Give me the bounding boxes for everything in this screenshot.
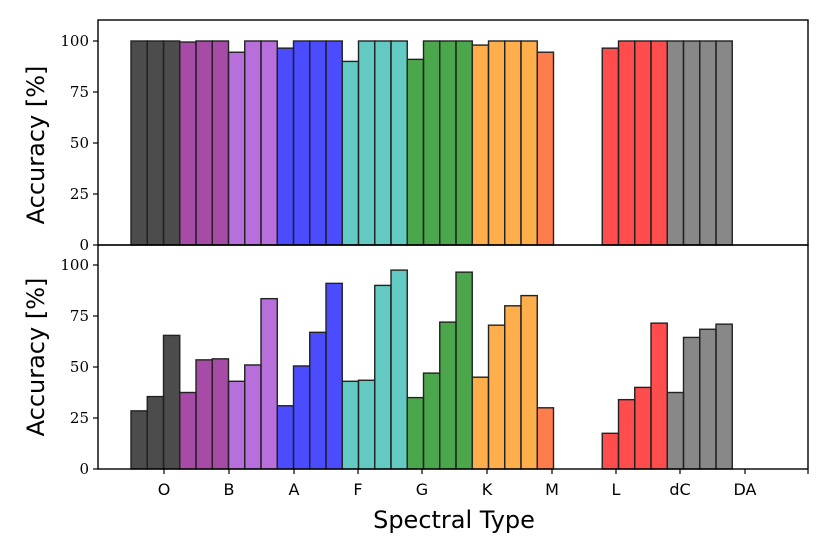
bar-dC-1 bbox=[601, 432, 620, 470]
bar-O-3 bbox=[162, 40, 181, 246]
bar-B-1 bbox=[179, 391, 197, 470]
bar-dC-3 bbox=[634, 386, 652, 470]
bar-DA-2 bbox=[682, 40, 701, 246]
x-tick-label-L: L bbox=[612, 480, 621, 499]
bar-DA-1 bbox=[666, 391, 685, 470]
bar-G-4 bbox=[390, 269, 408, 470]
bar-M-late-1 bbox=[536, 51, 555, 246]
bar-B-3 bbox=[211, 40, 230, 246]
x-tick-label-F: F bbox=[353, 480, 362, 499]
bar-DA-4 bbox=[715, 40, 733, 246]
bar-O-2 bbox=[146, 395, 165, 470]
bar-K-2 bbox=[422, 372, 441, 470]
y-tick-label: 50 bbox=[70, 358, 89, 376]
bar-O-1 bbox=[130, 410, 148, 470]
bar-A-2 bbox=[244, 364, 262, 470]
bar-G-4 bbox=[390, 40, 408, 246]
bar-M-2 bbox=[487, 324, 506, 470]
bar-B-1 bbox=[179, 41, 197, 246]
bar-DA-1 bbox=[666, 40, 685, 246]
bar-O-2 bbox=[146, 40, 165, 246]
bar-A-1 bbox=[227, 380, 246, 470]
bottom-panel: 0 25 50 75 100 bbox=[60, 244, 809, 478]
y-tick-label: 25 bbox=[70, 185, 89, 203]
y-tick-label: 100 bbox=[60, 256, 89, 274]
bar-M-late-1 bbox=[536, 407, 555, 470]
bar-dC-2 bbox=[617, 40, 636, 246]
bar-dC-4 bbox=[650, 40, 668, 246]
y-tick-label: 75 bbox=[70, 83, 89, 101]
bar-O-3 bbox=[162, 334, 181, 470]
bar-F-1 bbox=[276, 405, 295, 470]
bar-K-3 bbox=[439, 321, 457, 470]
bar-M-4 bbox=[520, 40, 538, 246]
bar-M-1 bbox=[471, 376, 490, 470]
bar-G-1 bbox=[341, 60, 360, 246]
bar-dC-3 bbox=[634, 40, 652, 246]
bar-F-4 bbox=[325, 40, 343, 246]
y-tick-label: 50 bbox=[70, 134, 89, 152]
top-panel: 0 25 50 75 100 bbox=[60, 19, 809, 254]
bar-K-2 bbox=[422, 40, 441, 246]
bar-G-1 bbox=[341, 380, 360, 470]
bar-K-3 bbox=[439, 40, 457, 246]
x-axis-title: Spectral Type bbox=[373, 506, 535, 534]
y-tick-label: 25 bbox=[70, 409, 89, 427]
bar-M-3 bbox=[504, 40, 522, 246]
bar-G-2 bbox=[357, 379, 376, 470]
bar-M-3 bbox=[504, 305, 522, 470]
bar-B-2 bbox=[195, 359, 213, 470]
bar-DA-2 bbox=[682, 336, 701, 470]
bar-F-1 bbox=[276, 47, 295, 246]
bar-B-3 bbox=[211, 358, 230, 470]
bar-B-2 bbox=[195, 40, 213, 246]
bar-G-3 bbox=[374, 284, 392, 470]
bar-dC-1 bbox=[601, 47, 620, 246]
y-tick-label: 75 bbox=[70, 307, 89, 325]
bar-G-3 bbox=[374, 40, 392, 246]
x-tick-label-O: O bbox=[158, 480, 171, 499]
bar-F-3 bbox=[309, 331, 327, 470]
x-tick-label-DA: DA bbox=[734, 480, 757, 499]
bar-dC-2 bbox=[617, 398, 636, 470]
bar-dC-4 bbox=[650, 322, 668, 470]
bar-M-1 bbox=[471, 44, 490, 246]
x-tick-label-dC: dC bbox=[669, 480, 690, 499]
bar-A-2 bbox=[244, 40, 262, 246]
bar-DA-3 bbox=[699, 40, 717, 246]
bar-K-4 bbox=[455, 40, 473, 246]
bar-DA-4 bbox=[715, 323, 733, 470]
bar-G-2 bbox=[357, 40, 376, 246]
bar-K-4 bbox=[455, 271, 473, 470]
x-tick-label-G: G bbox=[416, 480, 428, 499]
x-tick-label-A: A bbox=[289, 480, 300, 499]
y-tick-label: 0 bbox=[79, 460, 89, 478]
bar-A-1 bbox=[227, 51, 246, 246]
bar-M-2 bbox=[487, 40, 506, 246]
bar-F-2 bbox=[292, 365, 311, 470]
x-tick-label-B: B bbox=[224, 480, 235, 499]
top-y-axis-title: Accuracy [%] bbox=[22, 66, 50, 225]
bar-F-3 bbox=[309, 40, 327, 246]
bar-DA-3 bbox=[699, 328, 717, 470]
y-tick-label: 0 bbox=[79, 236, 89, 254]
bar-F-2 bbox=[292, 40, 311, 246]
x-tick-label-K: K bbox=[482, 480, 493, 499]
bar-K-1 bbox=[406, 58, 425, 246]
bottom-y-axis-title: Accuracy [%] bbox=[22, 278, 50, 437]
panel-frame bbox=[97, 244, 809, 470]
bar-M-4 bbox=[520, 294, 538, 470]
bar-A-3 bbox=[260, 40, 278, 246]
bar-K-1 bbox=[406, 396, 425, 470]
x-tick-label-M: M bbox=[545, 480, 559, 499]
y-tick-label: 100 bbox=[60, 32, 89, 50]
bar-F-4 bbox=[325, 282, 343, 470]
bar-A-3 bbox=[260, 297, 278, 470]
bar-O-1 bbox=[130, 40, 148, 246]
